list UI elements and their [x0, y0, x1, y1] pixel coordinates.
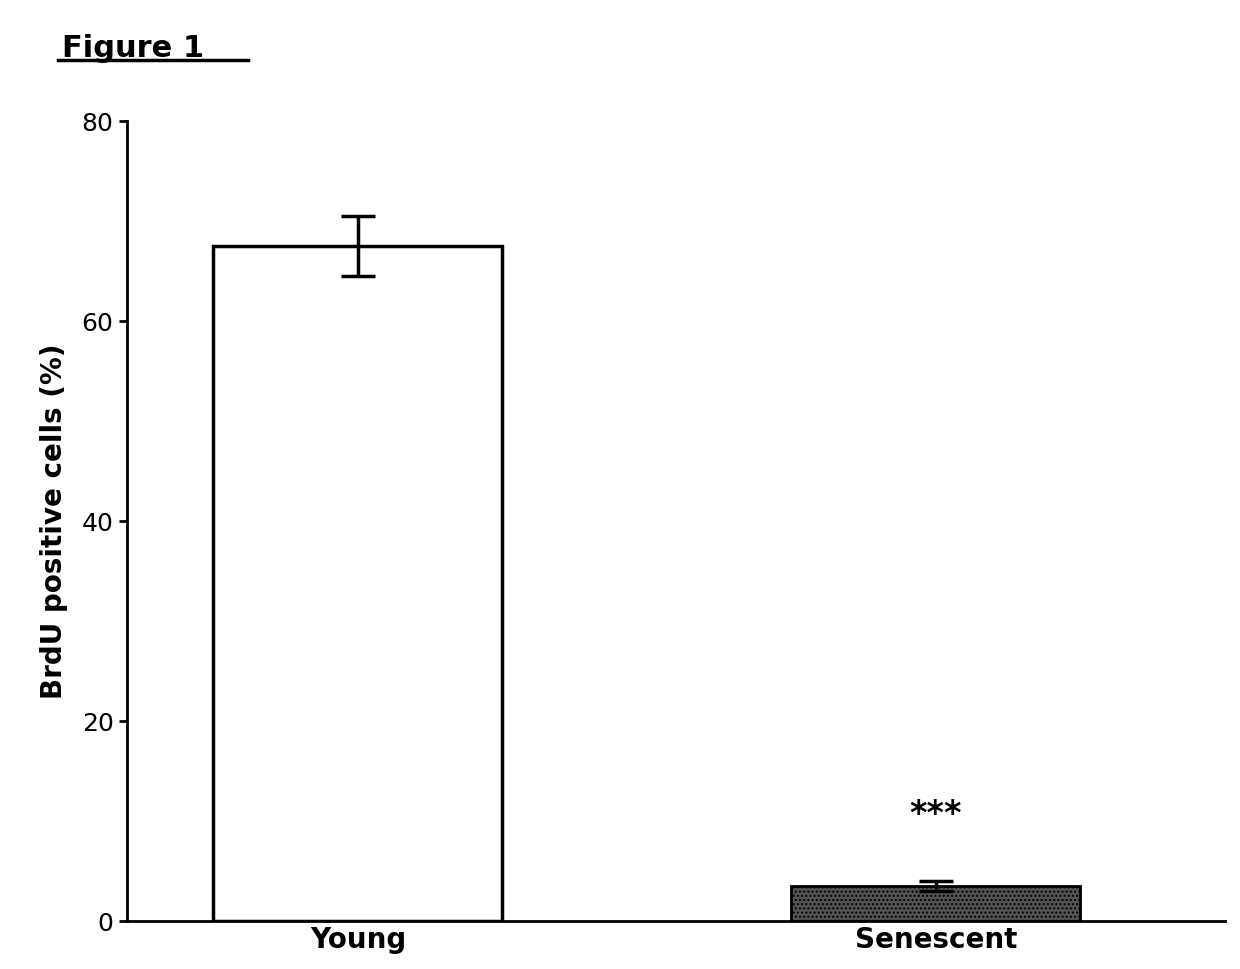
Text: ***: *** [910, 798, 962, 831]
Text: Figure 1: Figure 1 [62, 34, 205, 63]
Bar [791, 886, 1080, 922]
Y-axis label: BrdU positive cells (%): BrdU positive cells (%) [40, 344, 68, 699]
Bar [213, 246, 502, 922]
